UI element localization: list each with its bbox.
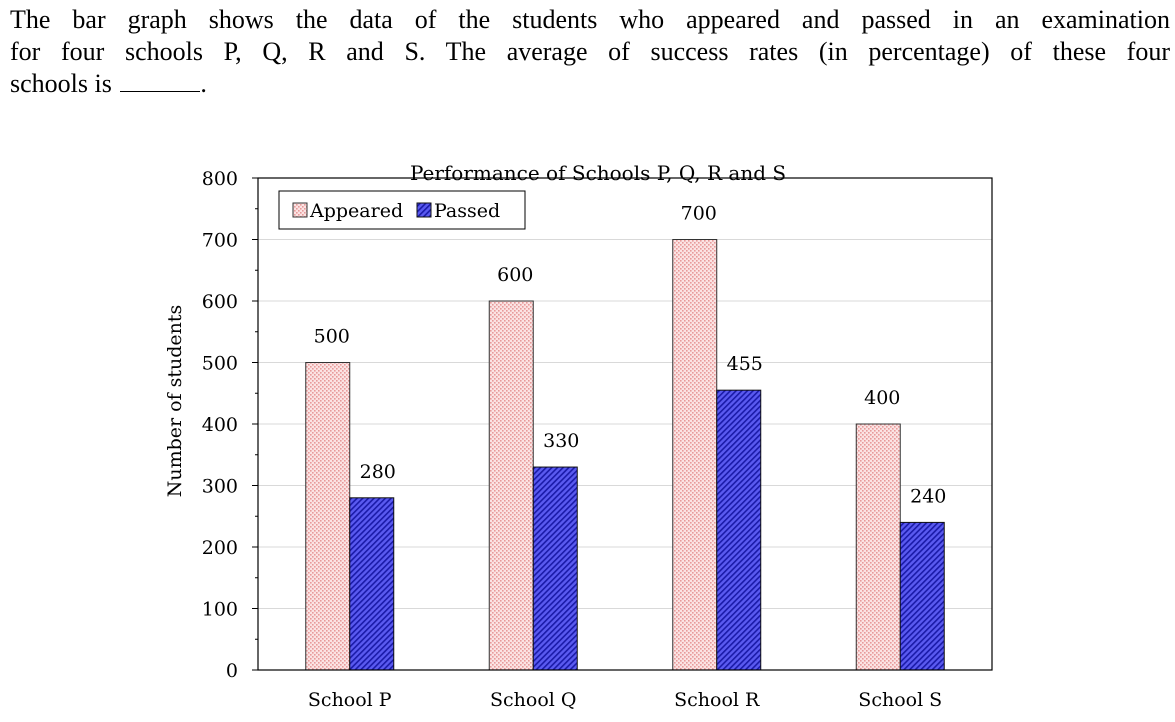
y-tick-label: 0 bbox=[226, 660, 238, 682]
bars bbox=[305, 239, 945, 671]
data-label: 500 bbox=[314, 326, 350, 348]
legend-swatch-appeared bbox=[292, 202, 308, 218]
data-label: 700 bbox=[681, 203, 717, 225]
data-label: 400 bbox=[864, 387, 900, 409]
legend-swatch-passed bbox=[416, 202, 432, 218]
data-labels: 500 280 600 330 700 455 400 240 bbox=[314, 203, 947, 508]
y-tick-label: 600 bbox=[202, 291, 238, 313]
x-tick-label: School S bbox=[858, 689, 942, 711]
y-axis-label: Number of students bbox=[164, 305, 186, 498]
data-label: 330 bbox=[543, 430, 579, 452]
y-tick-label: 700 bbox=[202, 230, 238, 252]
question-line-1: The bar graph shows the data of the stud… bbox=[10, 5, 1170, 34]
y-tick-label: 800 bbox=[202, 168, 238, 190]
bar-appeared-school-s bbox=[855, 423, 901, 671]
y-tick-label: 400 bbox=[202, 414, 238, 436]
legend-box bbox=[278, 190, 526, 230]
x-tick-label: School P bbox=[308, 689, 392, 711]
bar-appeared-school-q bbox=[488, 300, 534, 671]
data-label: 240 bbox=[910, 485, 946, 507]
question-line-3-prefix: schools is bbox=[10, 69, 112, 98]
data-label: 455 bbox=[727, 353, 763, 375]
legend: Appeared Passed bbox=[278, 190, 526, 230]
axes: 0 100 200 300 400 500 600 700 800 School P School … bbox=[202, 168, 993, 711]
question-line-2: for four schools P, Q, R and S. The aver… bbox=[10, 37, 1170, 66]
x-tick-label: School R bbox=[674, 689, 760, 711]
question-line-3-suffix: . bbox=[200, 69, 207, 98]
answer-blank bbox=[120, 69, 201, 92]
bar-passed-school-s bbox=[899, 521, 945, 671]
y-tick-label: 300 bbox=[202, 476, 238, 498]
y-tick-label: 200 bbox=[202, 537, 238, 559]
x-tick-label: School Q bbox=[490, 689, 576, 711]
bar-passed-school-r bbox=[716, 389, 762, 671]
legend-label-appeared: Appeared bbox=[309, 200, 403, 222]
bar-passed-school-p bbox=[349, 497, 395, 671]
bar-passed-school-q bbox=[532, 466, 578, 671]
bar-appeared-school-p bbox=[305, 362, 351, 671]
question-line-3: schools is . bbox=[10, 68, 1170, 100]
y-tick-label: 100 bbox=[202, 599, 238, 621]
legend-label-passed: Passed bbox=[434, 200, 500, 222]
chart-title: Performance of Schools P, Q, R and S bbox=[410, 161, 786, 185]
y-tick-label: 500 bbox=[202, 353, 238, 375]
bar-appeared-school-r bbox=[672, 239, 718, 671]
question-text: The bar graph shows the data of the stud… bbox=[10, 4, 1170, 100]
data-label: 600 bbox=[497, 264, 533, 286]
data-label: 280 bbox=[360, 461, 396, 483]
